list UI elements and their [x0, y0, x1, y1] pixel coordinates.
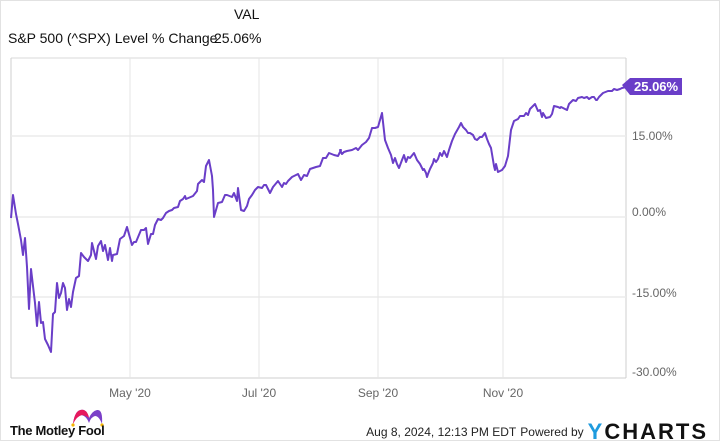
- y-grid: [11, 135, 626, 298]
- x-tick-may: May '20: [109, 386, 151, 400]
- x-tick-nov: Nov '20: [483, 386, 524, 400]
- y-tick-0: 0.00%: [632, 205, 666, 219]
- y-tick-neg30: -30.00%: [632, 365, 677, 379]
- jester-hat-icon: [71, 409, 104, 427]
- series-line: [10, 86, 627, 353]
- y-tick-neg15: -15.00%: [632, 286, 677, 300]
- timestamp: Aug 8, 2024, 12:13 PM EDT: [366, 425, 517, 439]
- ycharts-logo: YCHARTS: [588, 419, 708, 445]
- x-grid: [129, 58, 504, 378]
- powered-by-text: Powered by: [520, 425, 584, 439]
- x-tick-sep: Sep '20: [358, 386, 399, 400]
- end-value-marker: 25.06%: [622, 78, 682, 95]
- ycharts-logo-text: CHARTS: [604, 419, 708, 444]
- motley-fool-logo: The Motley Fool: [10, 423, 105, 438]
- x-tick-jul: Jul '20: [242, 386, 277, 400]
- ycharts-logo-y: Y: [587, 419, 605, 444]
- legend-header: VAL: [234, 6, 260, 22]
- y-tick-15: 15.00%: [632, 129, 673, 143]
- legend-series-name: S&P 500 (^SPX) Level % Change: [8, 30, 218, 46]
- footer-attribution: Aug 8, 2024, 12:13 PM EDT Powered by YCH…: [366, 419, 708, 445]
- end-value-label: 25.06%: [634, 79, 679, 94]
- legend-series-value: 25.06%: [214, 30, 262, 46]
